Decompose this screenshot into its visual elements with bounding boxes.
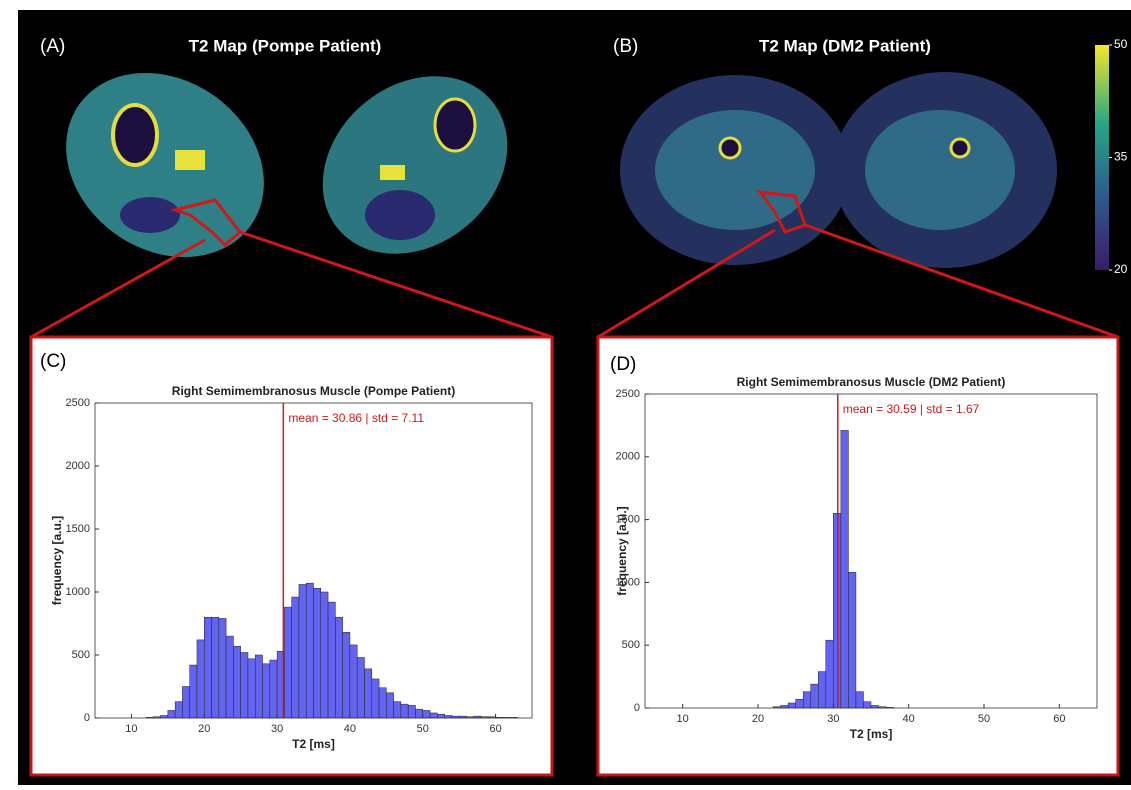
- colorbar: [1095, 45, 1109, 270]
- y-tick-label: 2000: [66, 460, 90, 472]
- y-tick-label: 2000: [616, 451, 640, 463]
- bar: [321, 592, 328, 718]
- chart-title: Right Semimembranosus Muscle (DM2 Patien…: [737, 375, 1006, 389]
- bar: [350, 645, 357, 718]
- x-tick-label: 30: [827, 713, 839, 725]
- x-axis-label: T2 [ms]: [850, 727, 893, 741]
- y-axis-label: frequency [a.u.]: [50, 516, 64, 605]
- x-tick-label: 40: [344, 723, 356, 735]
- bar: [364, 669, 371, 718]
- bar: [394, 702, 401, 718]
- panel-label: (D): [610, 354, 636, 375]
- bar: [168, 710, 175, 718]
- image-title: T2 Map (DM2 Patient): [759, 36, 931, 55]
- bar: [226, 636, 233, 718]
- figure: (A) T2 Map (Pompe Patient) (B) T2 Map (D…: [0, 0, 1131, 785]
- y-tick-label: 500: [72, 649, 90, 661]
- bar: [811, 684, 819, 708]
- image-title: T2 Map (Pompe Patient): [189, 36, 382, 55]
- bar: [182, 687, 189, 719]
- bar: [796, 699, 804, 708]
- bar: [401, 704, 408, 718]
- x-tick-label: 50: [978, 713, 990, 725]
- mean-annotation: mean = 30.86 | std = 7.11: [288, 411, 424, 425]
- bar: [255, 655, 262, 718]
- x-tick-label: 10: [677, 713, 689, 725]
- bar: [826, 640, 834, 708]
- x-tick-label: 10: [125, 723, 137, 735]
- x-tick-label: 60: [1053, 713, 1065, 725]
- bar: [372, 679, 379, 718]
- bar: [863, 702, 871, 708]
- bar: [241, 652, 248, 718]
- bar: [270, 660, 277, 718]
- bar: [841, 430, 849, 708]
- bar: [314, 588, 321, 718]
- bar: [856, 692, 864, 708]
- bar: [204, 617, 211, 718]
- y-tick-label: 500: [622, 639, 640, 651]
- x-tick-label: 20: [198, 723, 210, 735]
- bar: [175, 702, 182, 718]
- bar: [788, 703, 796, 708]
- panel-label: (C): [40, 351, 66, 372]
- bar: [306, 583, 313, 718]
- x-tick-label: 50: [417, 723, 429, 735]
- x-tick-label: 20: [752, 713, 764, 725]
- colorbar-tick-label: 50: [1114, 37, 1128, 51]
- bar: [848, 572, 856, 708]
- bar: [219, 618, 226, 718]
- bar: [292, 597, 299, 718]
- panel-label: (A): [40, 36, 65, 57]
- x-axis-label: T2 [ms]: [292, 737, 335, 751]
- bar: [343, 632, 350, 718]
- colorbar-tick-label: 20: [1114, 262, 1128, 276]
- y-tick-label: 0: [634, 702, 640, 714]
- bar: [233, 646, 240, 718]
- y-tick-label: 1500: [66, 523, 90, 535]
- bar: [212, 617, 219, 718]
- bar: [299, 584, 306, 718]
- bar: [357, 658, 364, 718]
- bar: [335, 617, 342, 718]
- bar: [263, 664, 270, 718]
- bar: [818, 672, 826, 708]
- bar: [430, 713, 437, 718]
- bar: [328, 602, 335, 718]
- panel-label: (B): [613, 36, 638, 57]
- bar: [386, 693, 393, 718]
- bar: [284, 607, 291, 718]
- y-tick-label: 2500: [616, 388, 640, 400]
- x-tick-label: 60: [489, 723, 501, 735]
- x-tick-label: 30: [271, 723, 283, 735]
- bar: [437, 714, 444, 718]
- x-tick-label: 40: [903, 713, 915, 725]
- bar: [423, 710, 430, 718]
- bar: [190, 665, 197, 718]
- y-tick-label: 0: [84, 712, 90, 724]
- bar: [197, 640, 204, 718]
- y-tick-label: 1000: [66, 586, 90, 598]
- bar: [803, 692, 811, 708]
- bar: [415, 709, 422, 718]
- chart-title: Right Semimembranosus Muscle (Pompe Pati…: [172, 384, 455, 398]
- mean-annotation: mean = 30.59 | std = 1.67: [843, 402, 980, 416]
- colorbar-tick-label: 35: [1114, 150, 1128, 164]
- y-tick-label: 2500: [66, 397, 90, 409]
- bar: [379, 688, 386, 718]
- bar: [408, 705, 415, 718]
- bar: [248, 659, 255, 718]
- y-axis-label: frequency [a.u.]: [615, 506, 629, 595]
